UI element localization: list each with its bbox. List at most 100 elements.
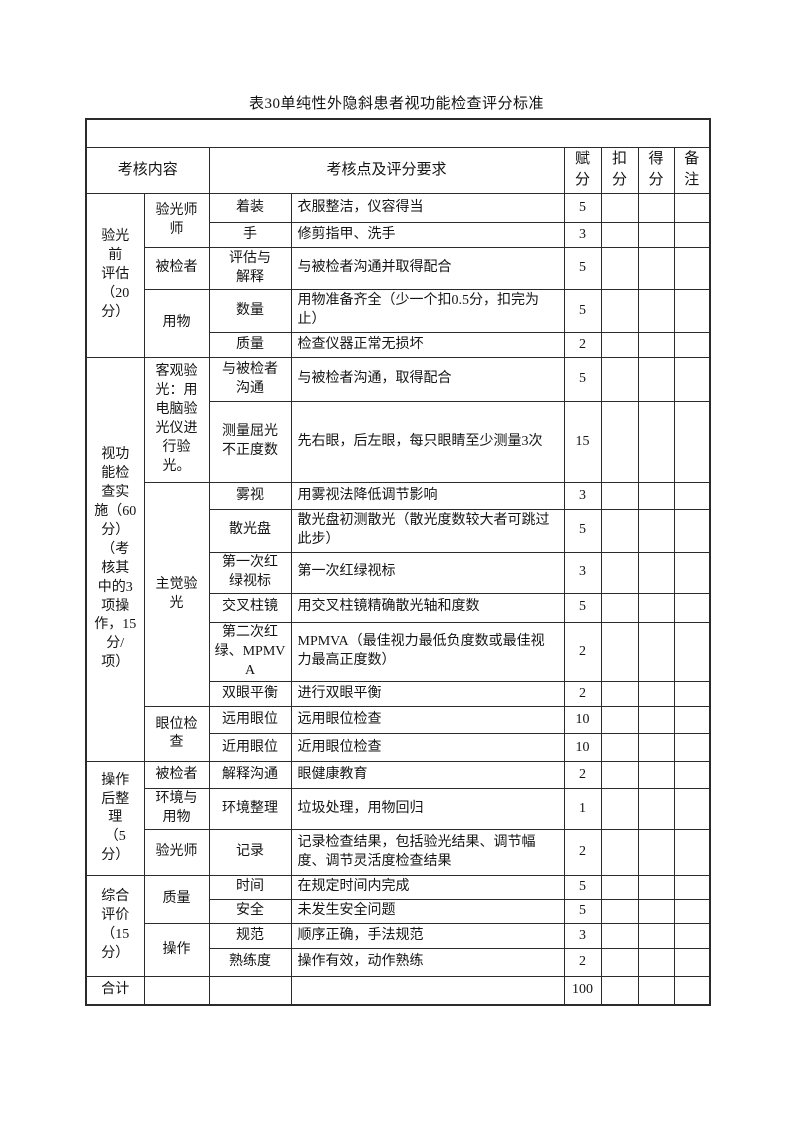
gained-cell bbox=[637, 193, 675, 223]
total-empty-requirement-cell bbox=[290, 976, 565, 1006]
deduction-cell bbox=[600, 592, 639, 623]
remark-cell bbox=[673, 829, 711, 877]
gained-cell bbox=[637, 899, 675, 925]
total-empty-group-cell bbox=[143, 976, 210, 1006]
requirement-cell: 在规定时间内完成 bbox=[290, 875, 565, 901]
score-cell: 10 bbox=[563, 706, 602, 735]
remark-cell bbox=[673, 401, 711, 483]
item-cell: 质量 bbox=[208, 332, 292, 358]
score-cell: 2 bbox=[563, 332, 602, 358]
score-cell: 5 bbox=[563, 509, 602, 553]
deduction-cell bbox=[600, 706, 639, 735]
deduction-cell bbox=[600, 401, 639, 483]
score-cell: 2 bbox=[563, 681, 602, 708]
requirement-cell: 用交叉柱镜精确散光轴和度数 bbox=[290, 592, 565, 623]
header-remark: 备注 bbox=[673, 146, 711, 194]
remark-cell bbox=[673, 332, 711, 358]
remark-cell bbox=[673, 509, 711, 553]
remark-cell bbox=[673, 788, 711, 831]
deduction-cell bbox=[600, 357, 639, 402]
table-row: 用物 数量 用物准备齐全（少一个扣0.5分，扣完为止） 5 bbox=[86, 289, 711, 358]
gained-cell bbox=[637, 621, 675, 683]
group-cell: 环境与 用物 bbox=[143, 788, 210, 831]
gained-cell bbox=[637, 875, 675, 901]
group-cell: 被检者 bbox=[143, 761, 210, 790]
group-cell: 客观验 光：用 电脑验 光仪进 行验 光。 bbox=[143, 357, 210, 483]
group-cell: 用物 bbox=[143, 289, 210, 358]
deduction-cell bbox=[600, 976, 639, 1006]
score-cell: 3 bbox=[563, 482, 602, 510]
gained-cell bbox=[637, 482, 675, 510]
gained-cell bbox=[637, 509, 675, 553]
table-row: 环境与 用物 环境整理 垃圾处理，用物回归 1 bbox=[86, 788, 711, 831]
section-cell: 综合 评价 （15 分） bbox=[85, 875, 145, 978]
requirement-cell: 用雾视法降低调节影响 bbox=[290, 482, 565, 510]
item-cell: 着装 bbox=[208, 193, 292, 223]
requirement-cell: 第一次红绿视标 bbox=[290, 551, 565, 594]
requirement-cell: 远用眼位检查 bbox=[290, 706, 565, 735]
gained-cell bbox=[637, 829, 675, 877]
score-cell: 3 bbox=[563, 923, 602, 950]
requirement-cell: 修剪指甲、洗手 bbox=[290, 222, 565, 248]
group-cell: 操作 bbox=[143, 923, 210, 978]
section-cell: 操作 后整 理 （5 分） bbox=[85, 761, 145, 877]
total-label-cell: 合计 bbox=[85, 976, 145, 1006]
remark-cell bbox=[673, 706, 711, 735]
group-cell: 主觉验 光 bbox=[143, 481, 210, 708]
deduction-cell bbox=[600, 222, 639, 248]
requirement-cell: 先右眼，后左眼，每只眼睛至少测量3次 bbox=[290, 401, 565, 483]
item-cell: 记录 bbox=[208, 829, 292, 877]
deduction-cell bbox=[600, 681, 639, 708]
score-cell: 10 bbox=[563, 733, 602, 763]
deduction-cell bbox=[600, 551, 639, 594]
deduction-cell bbox=[600, 247, 639, 290]
gained-cell bbox=[637, 247, 675, 290]
requirement-cell: 近用眼位检查 bbox=[290, 733, 565, 763]
item-cell: 手 bbox=[208, 222, 292, 248]
item-cell: 第二次红 绿、MPMVA bbox=[208, 621, 292, 683]
section-cell: 验光 前 评估 （20 分） bbox=[85, 193, 145, 358]
header-remark-label: 备注 bbox=[684, 150, 700, 189]
deduction-cell bbox=[600, 788, 639, 831]
item-cell: 评估与 解释 bbox=[208, 247, 292, 290]
score-cell: 5 bbox=[563, 875, 602, 901]
deduction-cell bbox=[600, 761, 639, 790]
remark-cell bbox=[673, 948, 711, 978]
deduction-cell bbox=[600, 482, 639, 510]
deduction-cell bbox=[600, 621, 639, 683]
group-cell: 眼位检 查 bbox=[143, 706, 210, 763]
item-cell: 数量 bbox=[208, 289, 292, 333]
table-row: 质量 检查仪器正常无损坏 2 bbox=[86, 332, 711, 358]
gained-cell bbox=[637, 733, 675, 763]
score-cell: 2 bbox=[563, 621, 602, 683]
section-cell: 视功 能检 查实 施（60 分） （考 核其 中的3 项操 作，15 分/ 项） bbox=[85, 356, 145, 763]
score-cell: 1 bbox=[563, 788, 602, 831]
gained-cell bbox=[637, 788, 675, 831]
gained-cell bbox=[637, 681, 675, 708]
requirement-cell: 眼健康教育 bbox=[290, 761, 565, 790]
requirement-cell: 用物准备齐全（少一个扣0.5分，扣完为止） bbox=[290, 289, 565, 333]
remark-cell bbox=[673, 482, 711, 510]
group-cell: 验光师 师 bbox=[143, 193, 210, 248]
table-row: 交叉柱镜 用交叉柱镜精确散光轴和度数 5 bbox=[86, 592, 711, 623]
remark-cell bbox=[673, 621, 711, 683]
gained-cell bbox=[637, 289, 675, 333]
requirement-cell: 未发生安全问题 bbox=[290, 899, 565, 925]
table-row: 散光盘 散光盘初测散光（散光度数较大者可跳过此步） 5 bbox=[86, 509, 711, 553]
score-cell: 2 bbox=[563, 948, 602, 978]
requirement-cell: 记录检查结果，包括验光结果、调节幅度、调节灵活度检查结果 bbox=[290, 829, 565, 877]
deduction-cell bbox=[600, 899, 639, 925]
remark-cell bbox=[673, 222, 711, 248]
item-cell: 与被检者 沟通 bbox=[208, 357, 292, 402]
requirement-cell: 检查仪器正常无损坏 bbox=[290, 332, 565, 358]
item-cell: 近用眼位 bbox=[208, 733, 292, 763]
requirement-cell: 操作有效，动作熟练 bbox=[290, 948, 565, 978]
total-score-cell: 100 bbox=[563, 976, 602, 1006]
item-cell: 交叉柱镜 bbox=[208, 592, 292, 623]
remark-cell bbox=[673, 899, 711, 925]
header-gained: 得分 bbox=[637, 146, 675, 194]
requirement-cell: 与被检者沟通并取得配合 bbox=[290, 247, 565, 290]
group-cell: 被检者 bbox=[143, 247, 210, 290]
gained-cell bbox=[637, 222, 675, 248]
